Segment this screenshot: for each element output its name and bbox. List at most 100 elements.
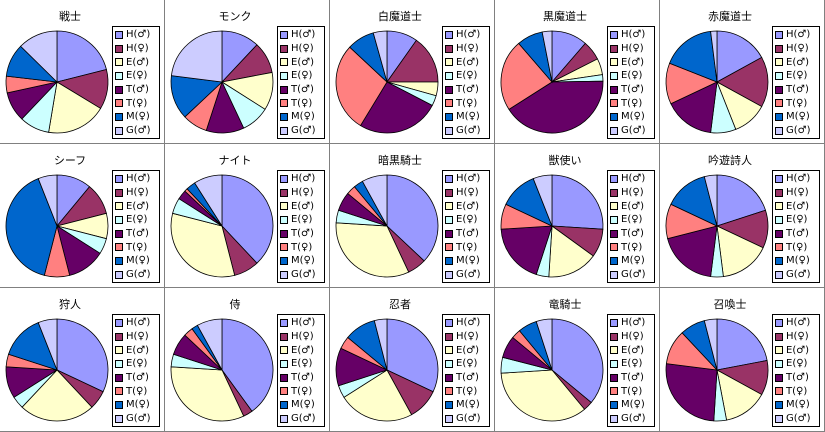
- legend-label: H(♀): [786, 187, 809, 199]
- legend-item: G(♂): [115, 412, 159, 426]
- pie-chart: [500, 30, 604, 134]
- legend-label: E(♂): [291, 344, 315, 356]
- legend-label: H(♂): [291, 317, 316, 329]
- legend-swatch: [445, 414, 453, 423]
- chart-title: 侍: [229, 298, 241, 311]
- legend-swatch: [280, 270, 288, 279]
- legend-item: M(♀): [115, 254, 159, 268]
- pie-chart: [500, 318, 604, 422]
- pie-chart: [335, 30, 439, 134]
- pie-slice: [716, 174, 767, 227]
- legend-item: T(♀): [445, 96, 489, 110]
- legend-swatch: [775, 270, 783, 279]
- legend-swatch: [115, 373, 123, 382]
- pie-chart-panel: 召喚士 H(♂) H(♀) E(♂) E(♀) T(♂) T(♀) M(♀) G(♂): [660, 288, 825, 432]
- legend-label: H(♀): [126, 187, 149, 199]
- legend-item: T(♂): [775, 371, 819, 385]
- legend: H(♂) H(♀) E(♂) E(♀) T(♂) T(♀) M(♀) G(♂): [607, 314, 655, 427]
- legend-label: H(♂): [456, 173, 481, 185]
- legend-label: H(♂): [291, 29, 316, 41]
- legend-swatch: [610, 332, 618, 341]
- legend-item: T(♂): [445, 227, 489, 241]
- legend-label: M(♀): [786, 255, 810, 267]
- legend-item: M(♀): [115, 110, 159, 124]
- legend-item: M(♀): [775, 110, 819, 124]
- legend-swatch: [775, 332, 783, 341]
- pie-chart: [170, 30, 274, 134]
- legend-label: G(♂): [786, 269, 811, 281]
- legend-label: H(♂): [621, 173, 646, 185]
- legend-swatch: [610, 359, 618, 368]
- legend-swatch: [610, 188, 618, 197]
- legend-item: T(♀): [610, 96, 654, 110]
- legend-swatch: [610, 126, 618, 135]
- legend-item: H(♀): [445, 42, 489, 56]
- pie-slice: [386, 174, 439, 262]
- legend-label: T(♂): [126, 84, 149, 96]
- legend-label: E(♂): [786, 56, 810, 68]
- legend-item: G(♂): [445, 124, 489, 138]
- legend-swatch: [445, 332, 453, 341]
- legend-swatch: [445, 85, 453, 94]
- legend-label: E(♂): [621, 344, 645, 356]
- legend-swatch: [115, 400, 123, 409]
- legend: H(♂) H(♀) E(♂) E(♀) T(♂) T(♀) M(♀) G(♂): [607, 26, 655, 139]
- legend-swatch: [610, 215, 618, 224]
- pie-chart: [665, 30, 769, 134]
- legend-item: E(♀): [610, 213, 654, 227]
- legend-swatch: [280, 58, 288, 67]
- legend-item: T(♀): [115, 96, 159, 110]
- legend-item: T(♀): [115, 240, 159, 254]
- legend-swatch: [445, 373, 453, 382]
- legend-swatch: [610, 112, 618, 121]
- legend-swatch: [775, 256, 783, 265]
- legend-label: T(♂): [456, 372, 479, 384]
- pie-slice: [170, 30, 223, 83]
- legend-item: H(♂): [280, 316, 324, 330]
- pie-chart-panel: 竜騎士 H(♂) H(♀) E(♂) E(♀) T(♂) T(♀) M(♀) G(♂): [495, 288, 660, 432]
- legend-swatch: [280, 99, 288, 108]
- legend-item: T(♂): [610, 371, 654, 385]
- legend-label: H(♂): [126, 29, 151, 41]
- legend-item: T(♀): [280, 384, 324, 398]
- legend: H(♂) H(♀) E(♂) E(♀) T(♂) T(♀) M(♀) G(♂): [442, 26, 490, 139]
- legend-item: T(♀): [775, 384, 819, 398]
- legend-item: M(♀): [610, 254, 654, 268]
- pie-slice: [335, 46, 388, 127]
- legend-label: M(♀): [621, 111, 645, 123]
- legend-label: E(♀): [786, 214, 808, 226]
- chart-title: 忍者: [389, 298, 411, 311]
- legend-item: H(♂): [610, 316, 654, 330]
- pie-slice: [21, 369, 93, 422]
- legend-swatch: [775, 30, 783, 39]
- chart-title: 召喚士: [713, 298, 747, 311]
- pie-chart: [665, 174, 769, 278]
- legend-swatch: [775, 387, 783, 396]
- legend-item: H(♀): [280, 186, 324, 200]
- legend-swatch: [775, 243, 783, 252]
- legend-swatch: [115, 346, 123, 355]
- legend-label: T(♀): [291, 241, 313, 253]
- pie-slice: [386, 318, 439, 393]
- pie-chart-panel: 獣使い H(♂) H(♀) E(♂) E(♀) T(♂) T(♀) M(♀) G(♂): [495, 144, 660, 288]
- legend-item: G(♂): [445, 412, 489, 426]
- pie-chart-panel: 暗黒騎士 H(♂) H(♀) E(♂) E(♀) T(♂) T(♀) M(♀) G(♂): [330, 144, 495, 288]
- chart-title: 暗黒騎士: [378, 154, 422, 167]
- pie-slice: [194, 174, 223, 228]
- legend-label: G(♂): [126, 269, 151, 281]
- legend-item: T(♀): [280, 96, 324, 110]
- legend-swatch: [115, 270, 123, 279]
- legend-label: T(♀): [126, 241, 148, 253]
- legend-label: M(♀): [786, 111, 810, 123]
- legend: H(♂) H(♀) E(♂) E(♀) T(♂) T(♀) M(♀) G(♂): [772, 170, 820, 283]
- legend-item: H(♀): [775, 330, 819, 344]
- legend-item: T(♂): [280, 83, 324, 97]
- legend-swatch: [280, 44, 288, 53]
- legend-swatch: [610, 229, 618, 238]
- legend-label: M(♀): [126, 111, 150, 123]
- legend-swatch: [775, 126, 783, 135]
- legend-label: G(♂): [456, 413, 481, 425]
- legend-item: T(♂): [115, 227, 159, 241]
- legend-item: T(♀): [610, 384, 654, 398]
